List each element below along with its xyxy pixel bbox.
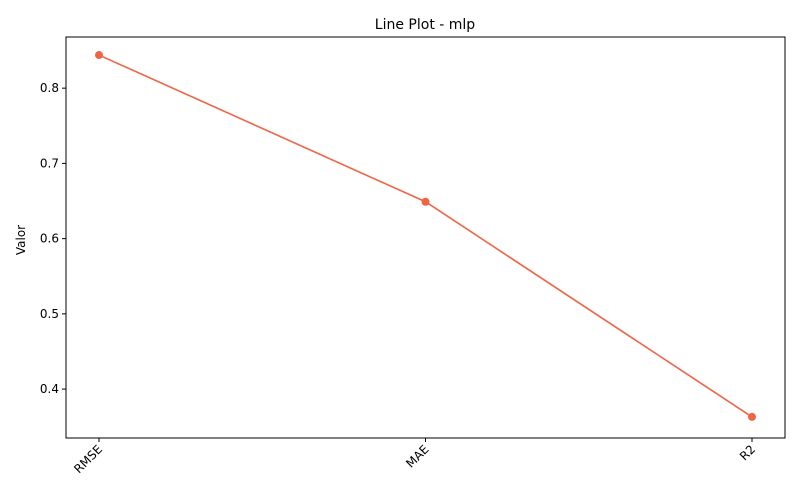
plot-area: 0.4 0.5 0.6 0.7 0.8 RMSE MAE R2 [40,51,758,476]
data-point [421,197,430,206]
y-tick-label: 0.5 [40,307,59,321]
data-point [95,51,103,60]
data-point [748,412,756,421]
x-tick-label: RMSE [71,442,105,476]
y-tick-label: 0.6 [40,232,59,246]
y-tick-label: 0.8 [40,81,59,95]
y-tick-label: 0.4 [40,382,59,396]
chart-title: Line Plot - mlp [375,17,475,33]
x-tick-label: R2 [737,442,758,463]
plot-frame [65,36,786,439]
y-axis-label: Valor [14,225,28,255]
x-tick-label: MAE [403,442,431,470]
y-tick-label: 0.7 [40,156,59,170]
series-line [98,54,753,418]
